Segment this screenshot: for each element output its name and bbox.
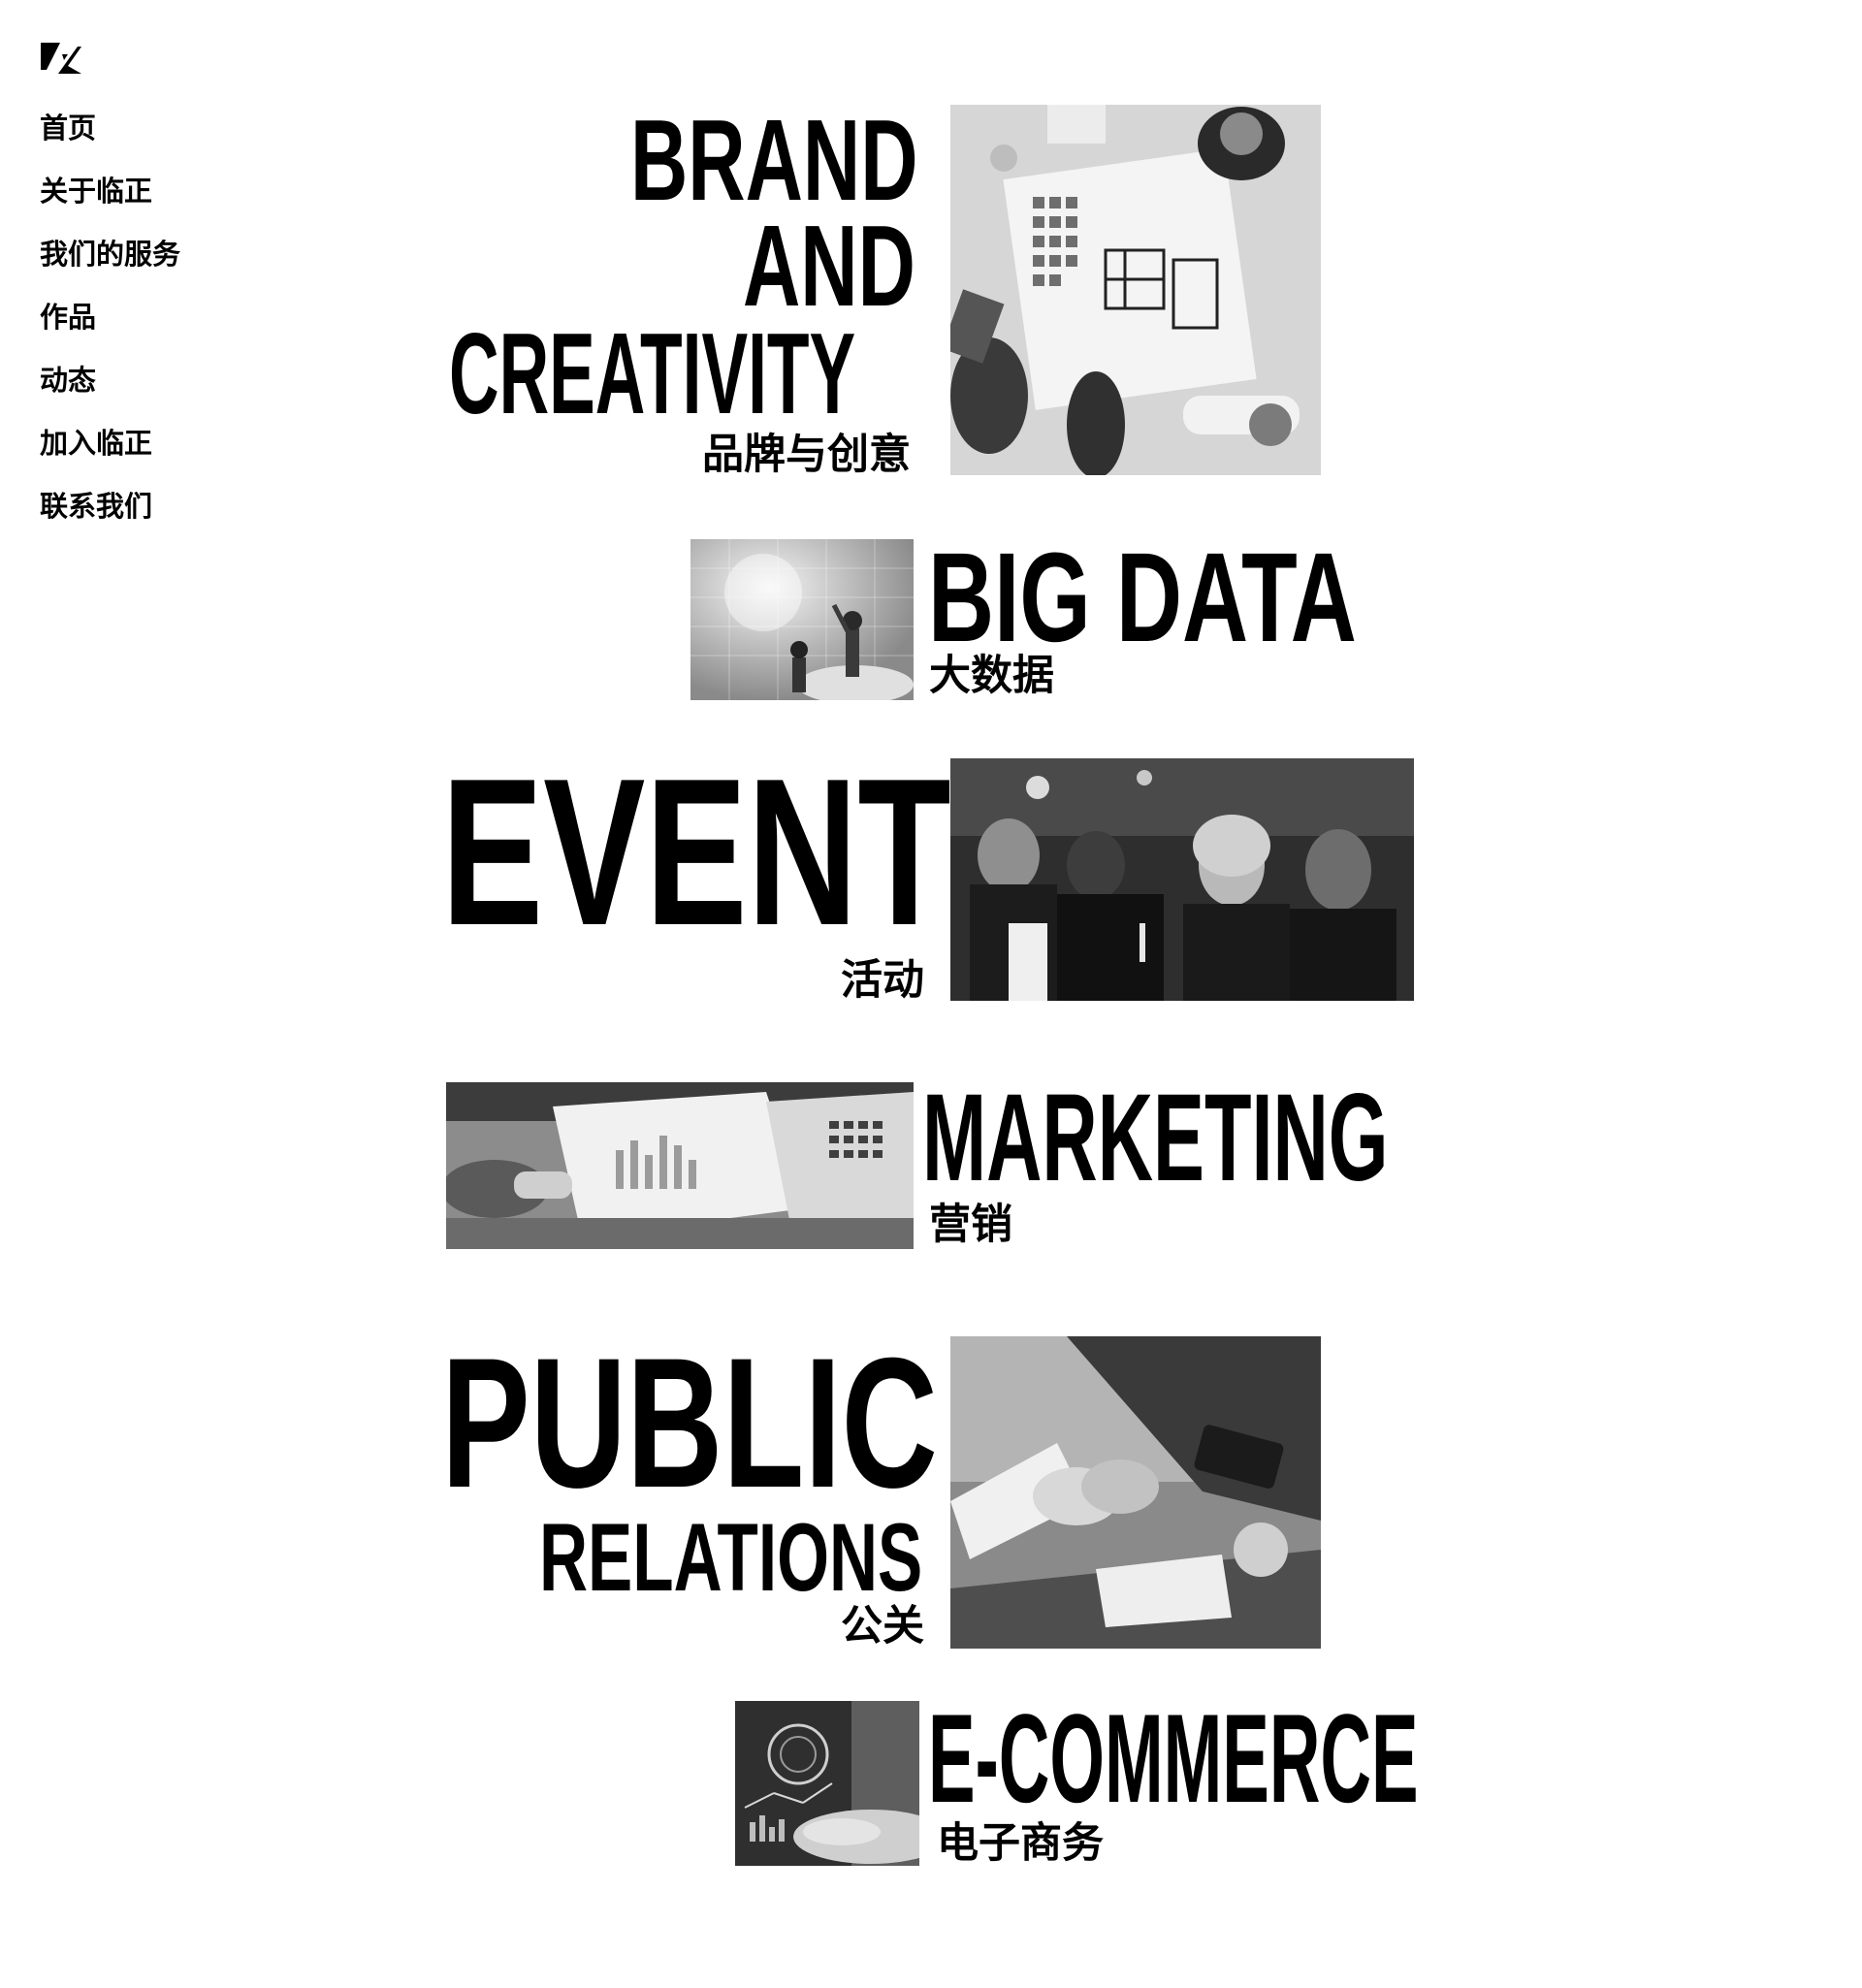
tablet-data-photo[interactable]	[735, 1701, 919, 1866]
pr-title-line-2: RELATIONS	[539, 1503, 923, 1611]
party-people-photo[interactable]	[950, 758, 1414, 1001]
team-meeting-photo[interactable]	[950, 105, 1321, 475]
bigdata-title: BIG DATA	[928, 526, 1357, 668]
brand-title-line-1: BRAND	[630, 96, 918, 225]
nav-item-about[interactable]: 关于临正	[40, 175, 153, 208]
nav-item-services[interactable]: 我们的服务	[40, 238, 181, 271]
main-nav: 首页 关于临正 我们的服务 作品 动态 加入临正 联系我们	[40, 105, 180, 546]
brand-title-line-3: CREATIVITY	[449, 309, 856, 438]
handshake-photo[interactable]	[950, 1336, 1321, 1649]
nav-item-join[interactable]: 加入临正	[40, 427, 153, 460]
charts-laptop-photo[interactable]	[446, 1082, 914, 1249]
nav-item-contact[interactable]: 联系我们	[40, 490, 153, 523]
nav-item-works[interactable]: 作品	[40, 301, 97, 334]
data-cloud-photo[interactable]	[690, 539, 914, 700]
event-title: EVENT	[441, 734, 951, 969]
nav-item-home[interactable]: 首页	[40, 112, 97, 144]
bigdata-subtitle: 大数据	[929, 652, 1054, 700]
brand-subtitle: 品牌与创意	[702, 431, 911, 479]
nav-item-news[interactable]: 动态	[40, 364, 97, 397]
brand-title-line-2: AND	[743, 202, 915, 331]
marketing-subtitle: 营销	[929, 1201, 1012, 1249]
ecommerce-title: E-COMMERCE	[928, 1687, 1419, 1829]
pr-subtitle: 公关	[841, 1602, 924, 1651]
event-subtitle: 活动	[841, 956, 924, 1005]
pr-title-line-1: PUBLIC	[441, 1320, 938, 1526]
marketing-title: MARKETING	[922, 1069, 1389, 1207]
ecommerce-subtitle: 电子商务	[937, 1819, 1104, 1868]
lz-logo-icon[interactable]	[39, 41, 83, 76]
